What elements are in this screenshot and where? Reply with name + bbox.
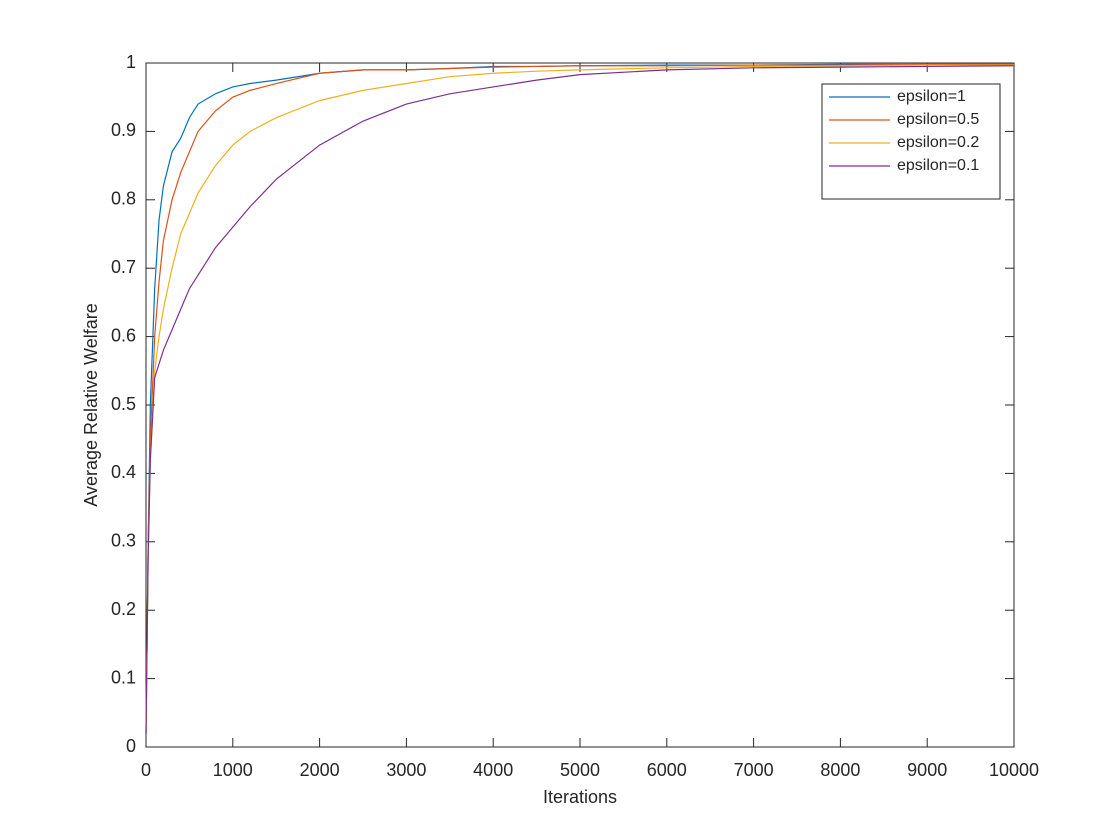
y-tick-label: 0.3 bbox=[111, 531, 136, 551]
y-axis-label: Average Relative Welfare bbox=[81, 303, 101, 506]
y-tick-label: 0.4 bbox=[111, 462, 136, 482]
x-axis-label: Iterations bbox=[543, 787, 617, 807]
x-tick-label: 9000 bbox=[907, 760, 947, 780]
x-tick-label: 7000 bbox=[734, 760, 774, 780]
y-tick-label: 0 bbox=[126, 736, 136, 756]
x-tick-label: 8000 bbox=[820, 760, 860, 780]
legend-label: epsilon=0.5 bbox=[897, 111, 979, 128]
x-tick-label: 3000 bbox=[386, 760, 426, 780]
y-tick-label: 0.9 bbox=[111, 120, 136, 140]
x-tick-label: 10000 bbox=[989, 760, 1039, 780]
series-line bbox=[145, 64, 1014, 734]
legend-box bbox=[821, 83, 1001, 200]
legend-label: epsilon=1 bbox=[897, 88, 966, 105]
x-tick-label: 2000 bbox=[300, 760, 340, 780]
legend: epsilon=1 epsilon=0.5 epsilon=0.2 epsilon=0… bbox=[821, 83, 1001, 200]
y-tick-label: 0.2 bbox=[111, 599, 136, 619]
y-tick-label: 0.8 bbox=[111, 189, 136, 209]
x-tick-label: 6000 bbox=[647, 760, 687, 780]
series-line bbox=[145, 65, 1015, 734]
legend-label: epsilon=0.2 bbox=[897, 134, 979, 151]
x-tick-label: 5000 bbox=[560, 760, 600, 780]
y-tick-label: 1 bbox=[126, 52, 136, 72]
legend-label: epsilon=0.1 bbox=[897, 157, 979, 174]
y-tick-label: 0.5 bbox=[111, 394, 136, 414]
y-tick-label: 0.7 bbox=[111, 257, 136, 277]
x-tick-label: 1000 bbox=[213, 760, 253, 780]
y-tick-label: 0.6 bbox=[111, 325, 136, 345]
series-line bbox=[145, 63, 1014, 734]
y-tick-label: 0.1 bbox=[111, 667, 136, 687]
x-tick-label: 4000 bbox=[473, 760, 513, 780]
x-tick-label: 0 bbox=[141, 760, 151, 780]
